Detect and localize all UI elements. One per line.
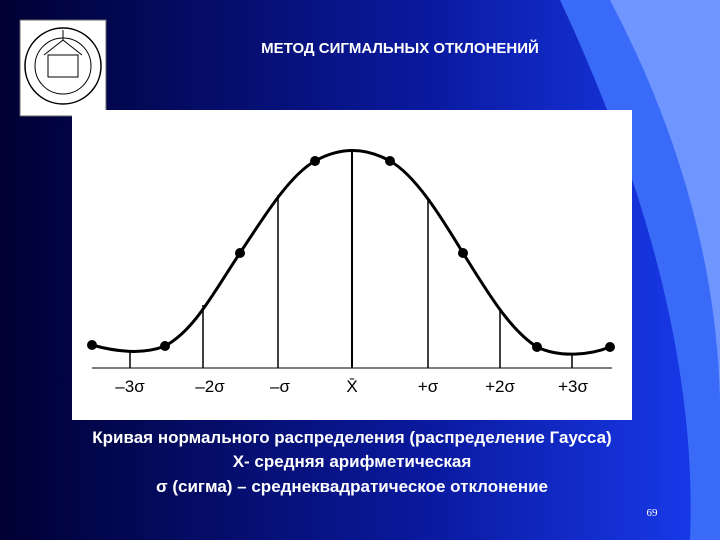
curve-dots: [87, 156, 615, 352]
logo: [19, 19, 107, 117]
axis-label: +3σ: [558, 377, 588, 396]
sigma-lines: [92, 150, 612, 369]
decor-right-light: [610, 0, 720, 400]
gauss-curve: [91, 149, 611, 356]
axis-label: –σ: [270, 377, 290, 396]
diagram: –3σ –2σ –σ X̄ +σ +2σ +3σ: [72, 110, 632, 420]
axis-label: +2σ: [485, 377, 515, 396]
axis-label: –3σ: [115, 377, 145, 396]
axis-label: X̄: [346, 377, 357, 396]
caption-line: X- средняя арифметическая: [233, 452, 472, 471]
axis-label: –2σ: [195, 377, 225, 396]
axis-label: +σ: [418, 377, 439, 396]
page-number: 69: [647, 507, 659, 519]
caption-line: σ (сигма) – среднеквадратическое отклоне…: [156, 477, 548, 496]
slide-title: МЕТОД СИГМАЛЬНЫХ ОТКЛОНЕНИЙ: [261, 39, 539, 57]
caption-line: Кривая нормального распределения (распре…: [92, 428, 611, 447]
